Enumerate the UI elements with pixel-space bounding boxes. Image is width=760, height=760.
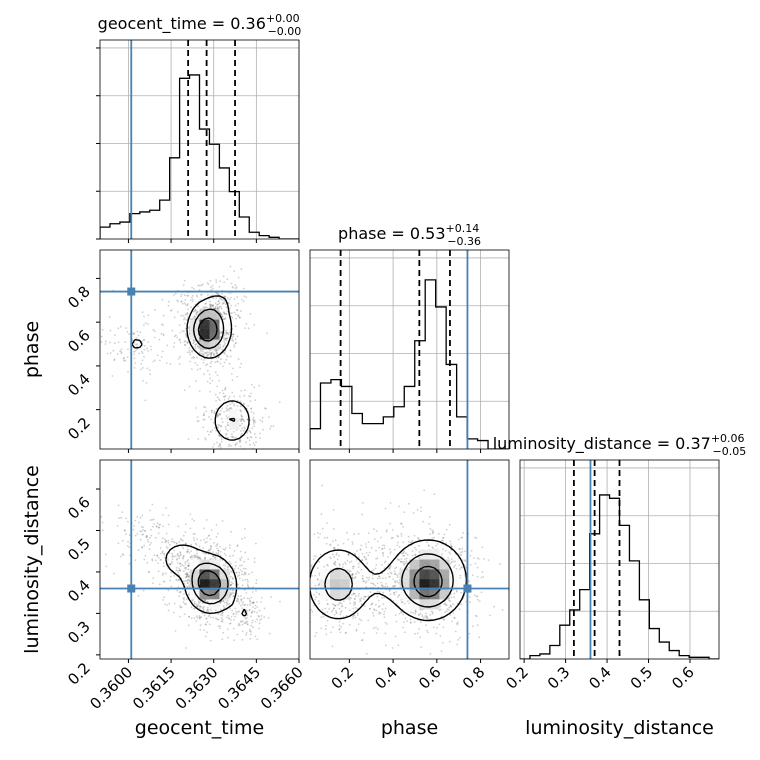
contour-level-0 bbox=[131, 295, 250, 441]
hist-panel-phase: phase = 0.53+0.14 −0.36 bbox=[309, 222, 510, 453]
truth-marker bbox=[463, 584, 472, 593]
title-value: luminosity_distance = 0.37 bbox=[493, 434, 711, 454]
panel-frame bbox=[309, 249, 510, 450]
panel-content bbox=[100, 250, 299, 449]
panel-title-geocent_time: geocent_time = 0.36+0.00 −0.00 bbox=[98, 12, 302, 38]
y-tick-label: 0.3 bbox=[64, 617, 94, 647]
2d-panel-phase__luminosity_distance bbox=[309, 459, 510, 663]
2d-panel-geocent_time__luminosity_distance: 0.2 0.3 0.4 0.5 0.6 bbox=[64, 459, 300, 689]
y-tick-label: 0.4 bbox=[64, 576, 94, 606]
y-tick-label: 0.6 bbox=[64, 493, 94, 523]
panel-frame bbox=[99, 39, 300, 240]
panel-background bbox=[310, 250, 509, 449]
panel-content bbox=[100, 460, 299, 659]
panel-title-luminosity_distance: luminosity_distance = 0.37+0.06 −0.05 bbox=[493, 432, 747, 458]
y-axis-label-phase: phase bbox=[21, 321, 43, 378]
x-tick-label-geocent_time: 0.3630 bbox=[172, 663, 222, 713]
contour-level-2 bbox=[197, 317, 218, 342]
x-tick-label-geocent_time: 0.3615 bbox=[129, 663, 179, 713]
x-axis-label-luminosity_distance: luminosity_distance bbox=[525, 717, 714, 739]
panel-title-phase: phase = 0.53+0.14 −0.36 bbox=[338, 222, 481, 248]
x-axis-label-phase: phase bbox=[381, 717, 438, 739]
x-tick-label-phase: 0.8 bbox=[459, 663, 489, 693]
panel-frame bbox=[309, 459, 510, 660]
title-upper-error: +0.06 bbox=[711, 432, 745, 445]
histogram-step-luminosity_distance bbox=[520, 494, 719, 659]
title-lower-error: −0.05 bbox=[713, 445, 747, 458]
hist-panel-geocent_time: geocent_time = 0.36+0.00 −0.00 bbox=[96, 12, 301, 243]
x-tick-label-geocent_time: 0.3600 bbox=[86, 663, 136, 713]
y-tick-label: 0.2 bbox=[64, 414, 94, 444]
y-axis-label-luminosity_distance: luminosity_distance bbox=[21, 465, 43, 654]
truth-marker bbox=[127, 287, 136, 296]
contour-level-2 bbox=[413, 565, 443, 598]
contour-level-1 bbox=[191, 562, 229, 605]
panel-content bbox=[310, 460, 509, 659]
x-tick-label-luminosity_distance: 0.6 bbox=[668, 663, 698, 693]
title-lower-error: −0.00 bbox=[268, 25, 302, 38]
x-axis-label-geocent_time: geocent_time bbox=[135, 717, 264, 739]
truth-marker bbox=[127, 584, 136, 593]
title-value: geocent_time = 0.36 bbox=[98, 14, 266, 34]
2d-panel-geocent_time__phase: 0.2 0.4 0.6 0.8 bbox=[64, 249, 300, 453]
y-tick-label: 0.4 bbox=[64, 370, 94, 400]
y-tick-label: 0.6 bbox=[64, 326, 94, 356]
contour-level-1 bbox=[324, 553, 454, 608]
x-tick-label-luminosity_distance: 0.4 bbox=[585, 663, 615, 693]
panel-background bbox=[100, 40, 299, 239]
hist-panel-luminosity_distance: luminosity_distance = 0.37+0.06 −0.05 bbox=[493, 432, 747, 663]
y-tick-label: 0.8 bbox=[64, 283, 94, 313]
x-tick-label-luminosity_distance: 0.5 bbox=[627, 663, 657, 693]
x-tick-label-geocent_time: 0.3660 bbox=[257, 663, 307, 713]
panel-frame bbox=[99, 249, 300, 450]
x-tick-label-luminosity_distance: 0.3 bbox=[544, 663, 574, 693]
panel-background bbox=[520, 460, 719, 659]
panel-frame bbox=[99, 459, 300, 660]
panel-frame bbox=[519, 459, 720, 660]
title-value: phase = 0.53 bbox=[338, 224, 445, 243]
title-upper-error: +0.00 bbox=[266, 12, 300, 25]
x-tick-label-geocent_time: 0.3645 bbox=[214, 663, 264, 713]
x-tick-label-phase: 0.4 bbox=[371, 663, 401, 693]
x-tick-label-phase: 0.6 bbox=[415, 663, 445, 693]
contour-level-1 bbox=[192, 308, 236, 423]
title-upper-error: +0.14 bbox=[446, 222, 480, 235]
x-tick-label-luminosity_distance: 0.2 bbox=[502, 663, 532, 693]
histogram-step-geocent_time bbox=[100, 74, 299, 239]
y-tick-label: 0.5 bbox=[64, 535, 94, 565]
y-tick-label: 0.2 bbox=[64, 659, 94, 689]
x-tick-label-phase: 0.2 bbox=[328, 663, 358, 693]
title-lower-error: −0.36 bbox=[447, 235, 481, 248]
